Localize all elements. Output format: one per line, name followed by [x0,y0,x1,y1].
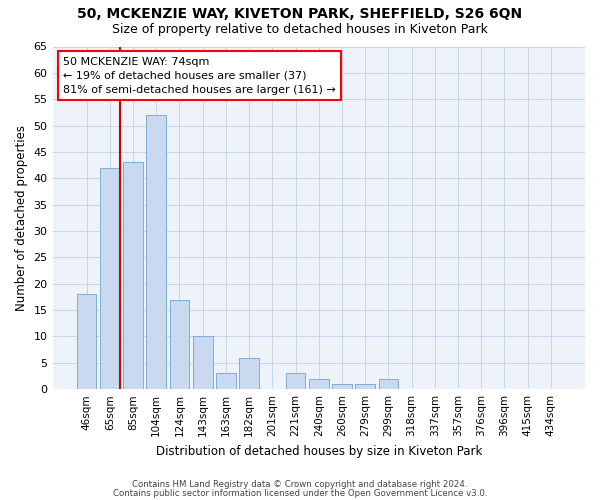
Bar [239,358,259,389]
Bar [146,115,166,389]
Bar [216,374,236,389]
Text: Contains HM Land Registry data © Crown copyright and database right 2024.: Contains HM Land Registry data © Crown c… [132,480,468,489]
Bar [286,374,305,389]
Text: Contains public sector information licensed under the Open Government Licence v3: Contains public sector information licen… [113,488,487,498]
Bar [100,168,119,389]
Bar [77,294,97,389]
Bar [309,378,329,389]
Bar [332,384,352,389]
Bar [355,384,375,389]
X-axis label: Distribution of detached houses by size in Kiveton Park: Distribution of detached houses by size … [155,444,482,458]
Text: 50 MCKENZIE WAY: 74sqm
← 19% of detached houses are smaller (37)
81% of semi-det: 50 MCKENZIE WAY: 74sqm ← 19% of detached… [63,57,336,95]
Bar [379,378,398,389]
Bar [170,300,190,389]
Text: Size of property relative to detached houses in Kiveton Park: Size of property relative to detached ho… [112,22,488,36]
Bar [123,162,143,389]
Bar [193,336,212,389]
Y-axis label: Number of detached properties: Number of detached properties [15,125,28,311]
Text: 50, MCKENZIE WAY, KIVETON PARK, SHEFFIELD, S26 6QN: 50, MCKENZIE WAY, KIVETON PARK, SHEFFIEL… [77,8,523,22]
